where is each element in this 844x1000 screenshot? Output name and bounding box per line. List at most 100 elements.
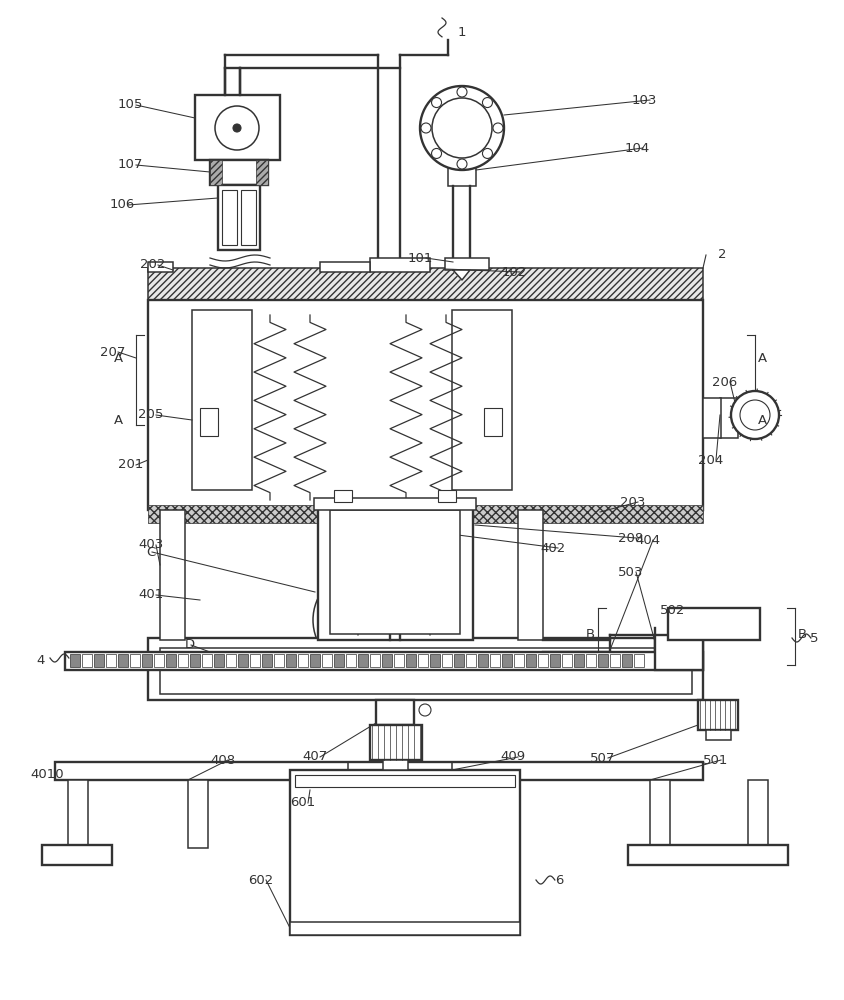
Circle shape <box>483 98 492 108</box>
Bar <box>298 654 308 667</box>
Bar <box>445 258 489 270</box>
Bar <box>190 654 200 667</box>
Circle shape <box>731 391 779 439</box>
Bar <box>610 654 620 667</box>
Bar <box>448 168 476 186</box>
Bar <box>442 654 452 667</box>
Circle shape <box>432 98 492 158</box>
Bar <box>318 505 473 640</box>
Text: 205: 205 <box>138 408 164 422</box>
Bar <box>430 654 440 667</box>
Bar <box>526 654 536 667</box>
Text: 5: 5 <box>810 632 819 645</box>
Text: 206: 206 <box>712 375 738 388</box>
Bar <box>160 510 185 640</box>
Text: 408: 408 <box>210 754 235 766</box>
Text: 107: 107 <box>118 158 143 172</box>
Text: 4010: 4010 <box>30 768 63 782</box>
Bar <box>178 654 188 667</box>
Text: 103: 103 <box>632 94 657 106</box>
Circle shape <box>483 148 492 158</box>
Bar <box>668 608 760 640</box>
Text: 502: 502 <box>660 603 685 616</box>
Bar <box>42 845 112 865</box>
Bar <box>238 654 248 667</box>
Bar <box>634 654 644 667</box>
Bar <box>82 654 92 667</box>
Text: 601: 601 <box>290 796 316 810</box>
Text: 203: 203 <box>620 495 646 508</box>
Bar <box>160 648 692 694</box>
Circle shape <box>457 87 467 97</box>
Bar <box>454 654 464 667</box>
Bar <box>358 654 368 667</box>
Bar <box>370 654 380 667</box>
Text: 404: 404 <box>635 534 660 546</box>
Text: 409: 409 <box>500 750 525 764</box>
Bar <box>383 760 408 770</box>
Bar <box>334 490 352 502</box>
Bar <box>55 762 703 780</box>
Text: 202: 202 <box>140 258 165 271</box>
Bar <box>538 654 548 667</box>
Bar <box>148 638 703 700</box>
Circle shape <box>431 98 441 108</box>
Bar <box>550 654 560 667</box>
Bar <box>148 268 703 300</box>
Text: 101: 101 <box>408 251 433 264</box>
Bar <box>166 654 176 667</box>
Text: C: C <box>146 546 155 558</box>
Bar <box>406 654 416 667</box>
Polygon shape <box>453 270 470 280</box>
Text: 4: 4 <box>36 654 45 668</box>
Text: A: A <box>758 352 767 364</box>
Text: 105: 105 <box>118 99 143 111</box>
Bar <box>466 654 476 667</box>
Bar <box>586 654 596 667</box>
Circle shape <box>419 704 431 716</box>
Bar <box>241 190 256 245</box>
Text: A: A <box>758 414 767 426</box>
Bar <box>210 160 222 185</box>
Text: 208: 208 <box>618 532 643 544</box>
Text: 407: 407 <box>302 750 327 764</box>
Bar <box>438 490 456 502</box>
Bar <box>574 654 584 667</box>
Bar <box>118 654 128 667</box>
Text: B: B <box>586 629 595 642</box>
Bar <box>310 654 320 667</box>
Text: A: A <box>114 414 123 426</box>
Bar <box>330 510 460 634</box>
Circle shape <box>431 148 441 158</box>
Circle shape <box>215 106 259 150</box>
Bar <box>748 780 768 848</box>
Circle shape <box>421 123 431 133</box>
Bar <box>154 654 164 667</box>
Text: D: D <box>185 639 195 652</box>
Bar <box>650 780 670 848</box>
Bar <box>188 780 208 848</box>
Bar <box>334 654 344 667</box>
Bar <box>286 654 296 667</box>
Bar <box>478 654 488 667</box>
Text: 2: 2 <box>718 248 727 261</box>
Bar <box>698 700 738 730</box>
Circle shape <box>740 400 770 430</box>
Bar <box>514 654 524 667</box>
Bar <box>226 654 236 667</box>
Bar <box>256 160 268 185</box>
Bar <box>192 310 252 490</box>
Bar <box>490 654 500 667</box>
Bar <box>598 654 608 667</box>
Bar <box>720 398 738 438</box>
Bar <box>703 398 721 438</box>
Bar <box>202 654 212 667</box>
Bar <box>452 310 512 490</box>
Bar <box>210 160 268 185</box>
Text: 602: 602 <box>248 874 273 886</box>
Bar <box>195 95 280 160</box>
Text: B: B <box>798 629 807 642</box>
Bar <box>314 498 476 510</box>
Bar <box>518 510 543 640</box>
Bar <box>418 654 428 667</box>
